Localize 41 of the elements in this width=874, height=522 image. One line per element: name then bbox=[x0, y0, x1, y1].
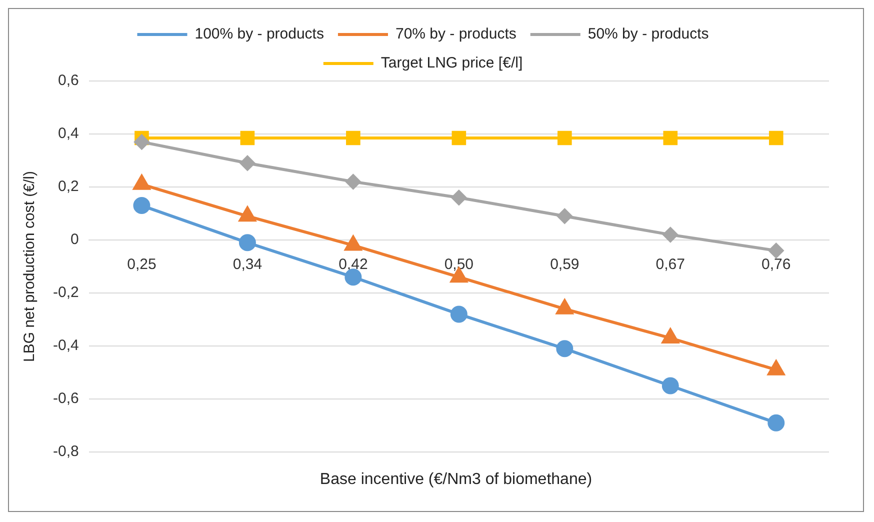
point bbox=[346, 130, 360, 146]
y-tick-label: -0,4 bbox=[52, 337, 79, 354]
point bbox=[452, 130, 466, 146]
y-tick-label: 0,6 bbox=[58, 72, 79, 90]
y-tick-label: 0 bbox=[70, 231, 79, 248]
point bbox=[133, 197, 150, 214]
legend-label: Target LNG price [€/l] bbox=[380, 54, 523, 72]
y-tick-label: 0,2 bbox=[58, 178, 79, 196]
point bbox=[238, 234, 256, 252]
point bbox=[557, 208, 572, 224]
point bbox=[344, 268, 362, 286]
point bbox=[768, 243, 784, 258]
legend-label: 100% by - products bbox=[194, 26, 324, 43]
y-tick-label: 0,4 bbox=[58, 125, 79, 142]
point bbox=[346, 174, 361, 190]
x-tick-label: 0,25 bbox=[127, 256, 156, 274]
point bbox=[134, 134, 150, 150]
point bbox=[450, 306, 468, 323]
point bbox=[663, 130, 678, 146]
point bbox=[768, 414, 785, 432]
x-axis-title: Base incentive (€/Nm3 of biomethane) bbox=[318, 471, 594, 489]
point bbox=[662, 377, 679, 394]
y-tick-label: -0,8 bbox=[52, 443, 79, 460]
point bbox=[768, 130, 784, 146]
point bbox=[558, 130, 572, 146]
point bbox=[240, 156, 255, 171]
x-tick-label: 0,59 bbox=[550, 256, 580, 274]
x-tick-label: 0,34 bbox=[232, 256, 262, 274]
y-tick-label: -0,2 bbox=[52, 284, 79, 302]
legend-label: 50% by - products bbox=[588, 26, 709, 43]
legend-label: 70% by - products bbox=[395, 26, 516, 43]
x-tick-label: 0,50 bbox=[444, 256, 474, 274]
x-tick-label: 0,67 bbox=[656, 256, 685, 274]
x-tick-label: 0,42 bbox=[338, 256, 368, 274]
y-axis-title: LBG net production cost (€/l) bbox=[21, 171, 38, 362]
point bbox=[662, 227, 678, 242]
point bbox=[451, 190, 466, 206]
y-tick-label: -0,6 bbox=[52, 390, 79, 408]
point bbox=[556, 340, 574, 358]
x-tick-label: 0,76 bbox=[762, 256, 791, 274]
point bbox=[240, 130, 255, 146]
